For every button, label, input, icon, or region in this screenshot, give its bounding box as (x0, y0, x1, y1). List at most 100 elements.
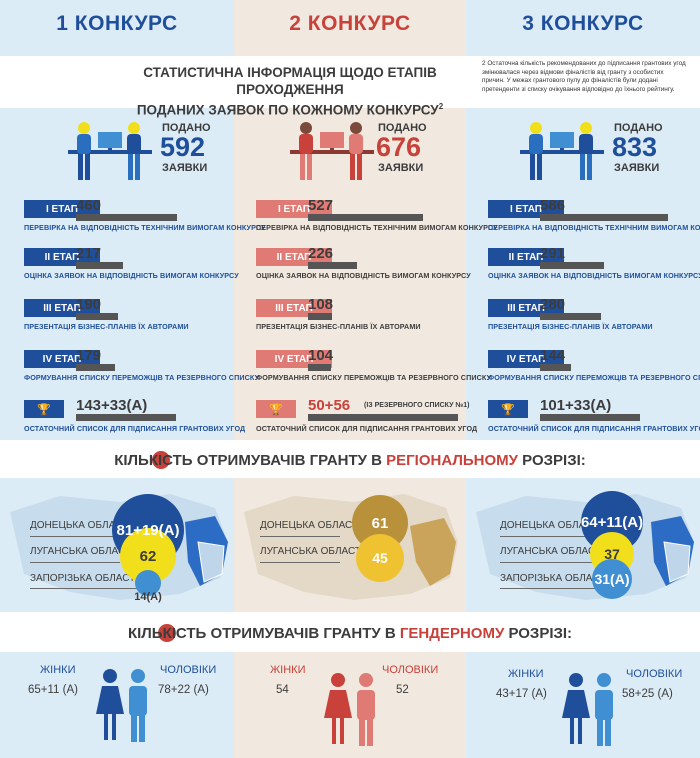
region-leader-line (260, 536, 340, 537)
stage-value: 190 (76, 296, 102, 313)
stage-bar (76, 214, 177, 221)
final-list-value: 50+56 (308, 397, 351, 414)
region-bubble (592, 559, 632, 599)
contest-1-submitted-label: ПОДАНО (162, 122, 211, 134)
stage-value: 104 (308, 347, 334, 364)
contest-2-submitted-label: ПОДАНО (378, 122, 427, 134)
final-list-bar (540, 414, 640, 421)
stage-bar (540, 262, 604, 269)
women-value: 54 (276, 684, 289, 696)
men-value: 58+25 (А) (622, 688, 673, 700)
woman-man-icon (324, 673, 375, 746)
trophy-badge: 🏆 (488, 400, 528, 418)
stage-badge: IV ЕТАП (488, 350, 564, 368)
contest-3-submitted-value: 833 (612, 132, 658, 162)
region-leader-line (500, 562, 610, 563)
contest-2-submitted-value: 676 (376, 132, 422, 162)
trophy-badge: 🏆 (256, 400, 296, 418)
region-bubble-value: 31(А) (594, 571, 630, 587)
region-label: ЛУГАНСЬКА ОБЛАСТЬ (260, 546, 368, 557)
people-at-desk-icon (68, 122, 152, 180)
stage-badge: ІІІ ЕТАП (488, 299, 564, 317)
stage-bar (540, 313, 601, 320)
region-bubble-value: 14(А) (134, 591, 162, 603)
final-list-note: (ІЗ РЕЗЕРВНОГО СПИСКУ №1) (364, 402, 470, 409)
regional-title-highlight: РЕГІОНАЛЬНОМУ (386, 452, 519, 469)
intro-footnote: 2 Остаточна кількість рекомендованих до … (482, 60, 686, 93)
stage-value: 179 (76, 347, 102, 364)
gender-title-highlight: ГЕНДЕРНОМУ (399, 625, 505, 642)
intro-title-line1: СТАТИСТИЧНА ІНФОРМАЦІЯ ЩОДО ЕТАПІВ ПРОХО… (143, 65, 437, 97)
stage-badge: ІІ ЕТАП (24, 248, 100, 266)
women-label: ЖІНКИ (508, 668, 544, 680)
region-leader-line (500, 588, 610, 589)
stage-badge: ІІ ЕТАП (488, 248, 564, 266)
stage-description: ОЦІНКА ЗАЯВОК НА ВІДПОВІДНІСТЬ ВИМОГАМ К… (24, 271, 239, 280)
region-bubble-value: 64+11(А) (580, 513, 644, 531)
final-list-description: ОСТАТОЧНИЙ СПИСОК ДЛЯ ПІДПИСАННЯ ГРАНТОВ… (256, 424, 478, 433)
stage-description: ОЦІНКА ЗАЯВОК НА ВІДПОВІДНІСТЬ ВИМОГАМ К… (256, 271, 471, 280)
contest-3-title: 3 КОНКУРС (522, 12, 644, 35)
stage-bar (76, 262, 123, 269)
stage-value: 217 (76, 245, 102, 262)
region-label: ДОНЕЦЬКА ОБЛАСТЬ (30, 520, 135, 531)
final-list-value: 143+33(А) (76, 397, 148, 414)
stage-description: ФОРМУВАННЯ СПИСКУ ПЕРЕМОЖЦІВ ТА РЕЗЕРВНО… (256, 373, 492, 382)
region-bubble (135, 570, 161, 596)
final-list-value: 101+33(А) (540, 397, 612, 414)
trophy-icon (152, 451, 170, 469)
final-list-bar (308, 414, 458, 421)
region-label: ЗАПОРІЗЬКА ОБЛАСТЬ (30, 573, 142, 584)
gender-title-suffix: РОЗРІЗІ: (504, 625, 573, 642)
region-label: ДОНЕЦЬКА ОБЛАСТЬ (260, 520, 365, 531)
stage-description: ПЕРЕВІРКА НА ВІДПОВІДНІСТЬ ТЕХНІЧНИМ ВИМ… (256, 223, 498, 232)
regional-section-title: КІЛЬКІСТЬ ОТРИМУВАЧІВ ГРАНТУ В РЕГІОНАЛЬ… (0, 452, 700, 469)
intro-title-footnote-mark: 2 (438, 102, 444, 111)
men-value: 52 (396, 684, 409, 696)
stage-badge: І ЕТАП (24, 200, 100, 218)
trophy-badge: 🏆 (24, 400, 64, 418)
stage-value: 144 (540, 347, 566, 364)
stage-bar (76, 313, 118, 320)
region-leader-line (30, 562, 120, 563)
contest-1-submitted-unit: ЗАЯВКИ (162, 162, 208, 174)
stage-description: ПЕРЕВІРКА НА ВІДПОВІДНІСТЬ ТЕХНІЧНИМ ВИМ… (24, 223, 266, 232)
stage-description: ФОРМУВАННЯ СПИСКУ ПЕРЕМОЖЦІВ ТА РЕЗЕРВНО… (488, 373, 700, 382)
region-leader-line (30, 588, 140, 589)
stage-badge: І ЕТАП (488, 200, 564, 218)
stage-description: ПРЕЗЕНТАЦІЯ БІЗНЕС-ПЛАНІВ ЇХ АВТОРАМИ (256, 322, 421, 331)
men-value: 78+22 (А) (158, 684, 209, 696)
stage-bar (308, 214, 423, 221)
stage-value: 291 (540, 245, 566, 262)
women-value: 65+11 (А) (28, 684, 78, 696)
people-at-desk-icon (290, 122, 374, 180)
region-bubble-value: 81+19(А) (116, 521, 180, 539)
stage-bar (308, 262, 357, 269)
trophy-icon (158, 624, 176, 642)
stage-value: 586 (540, 197, 566, 214)
men-label: ЧОЛОВІКИ (382, 664, 439, 676)
intro-title-line2: ПОДАНИХ ЗАЯВОК ПО КОЖНОМУ КОНКУРСУ (136, 102, 439, 118)
stage-description: ПРЕЗЕНТАЦІЯ БІЗНЕС-ПЛАНІВ ЇХ АВТОРАМИ (488, 322, 653, 331)
region-leader-line (30, 536, 120, 537)
stage-bar (540, 214, 668, 221)
stage-bar (76, 364, 115, 371)
stage-badge: І ЕТАП (256, 200, 332, 218)
final-list-description: ОСТАТОЧНИЙ СПИСОК ДЛЯ ПІДПИСАННЯ ГРАНТОВ… (488, 424, 700, 433)
region-bubble-value: 45 (372, 550, 388, 566)
region-label: ЛУГАНСЬКА ОБЛАСТЬ (500, 546, 608, 557)
women-label: ЖІНКИ (40, 664, 76, 676)
stage-value: 108 (308, 296, 334, 313)
contest-1-submitted-value: 592 (160, 132, 206, 162)
final-list-description: ОСТАТОЧНИЙ СПИСОК ДЛЯ ПІДПИСАННЯ ГРАНТОВ… (24, 424, 246, 433)
woman-man-icon (562, 673, 613, 746)
contest-1-title: 1 КОНКУРС (56, 12, 178, 35)
stage-badge: ІІІ ЕТАП (24, 299, 100, 317)
stage-value: 527 (308, 197, 334, 214)
region-label: ЛУГАНСЬКА ОБЛАСТЬ (30, 546, 138, 557)
stage-badge: IV ЕТАП (24, 350, 100, 368)
final-list-bar (76, 414, 176, 421)
stage-bar (308, 313, 332, 320)
stage-bar (308, 364, 331, 371)
